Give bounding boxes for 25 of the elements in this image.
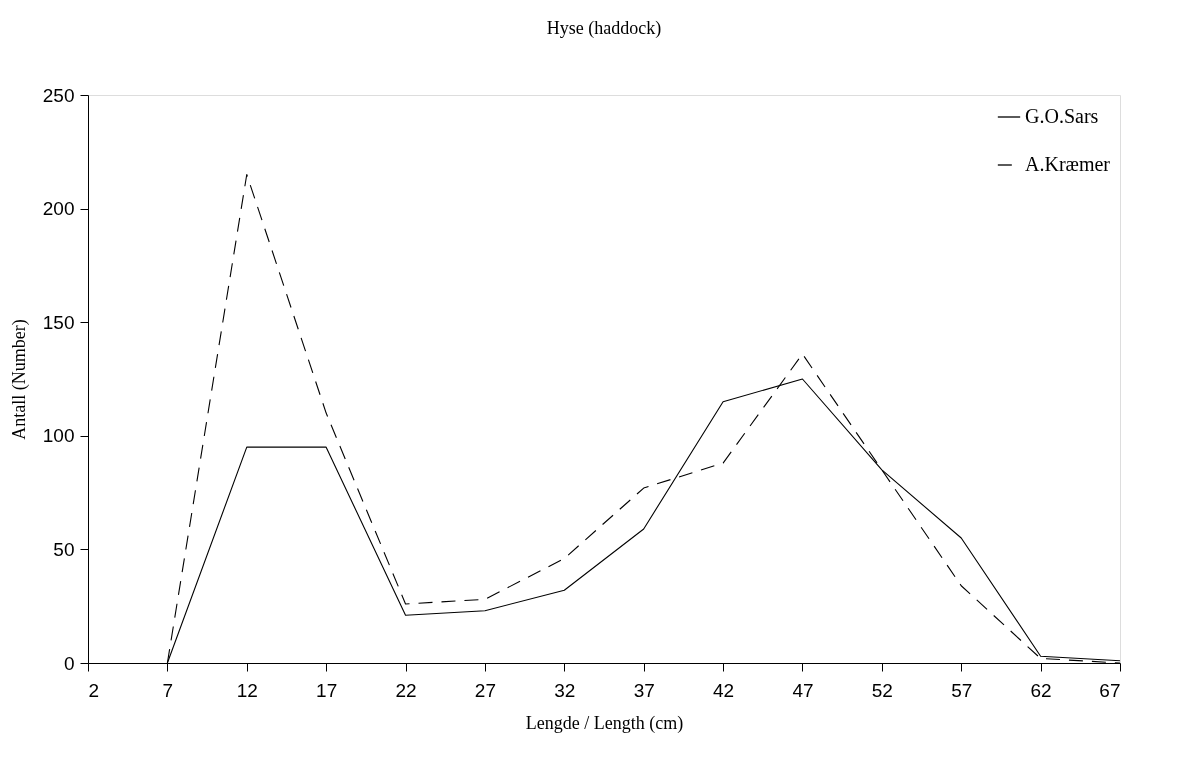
x-tick-label: 37 <box>633 679 655 701</box>
x-tick-label: 57 <box>951 679 973 701</box>
y-tick-label: 50 <box>53 538 75 560</box>
x-tick-label: 62 <box>1030 679 1052 701</box>
y-tick-label: 0 <box>63 652 75 674</box>
y-tick-label: 150 <box>42 311 75 333</box>
x-axis-title: Lengde / Length (cm) <box>525 712 684 734</box>
y-tick-label: 200 <box>42 198 75 220</box>
y-tick-label: 250 <box>42 84 75 106</box>
y-axis-title: Antall (Number) <box>8 319 30 440</box>
x-tick-label: 7 <box>162 679 174 701</box>
x-tick-label: 32 <box>554 679 576 701</box>
x-tick-label: 47 <box>792 679 814 701</box>
x-tick-label: 52 <box>871 679 893 701</box>
x-tick-label: 2 <box>88 679 100 701</box>
x-tick-label: 22 <box>395 679 417 701</box>
x-tick-label: 12 <box>236 679 258 701</box>
x-tick-label: 17 <box>316 679 338 701</box>
legend-label: G.O.Sars <box>1025 105 1099 127</box>
y-tick-label: 100 <box>42 425 75 447</box>
x-tick-label: 27 <box>474 679 496 701</box>
chart-title: Hyse (haddock) <box>546 18 662 39</box>
x-tick-label: 42 <box>713 679 735 701</box>
legend-label: A.Kræmer <box>1025 153 1111 175</box>
x-tick-label: 67 <box>1099 679 1121 701</box>
